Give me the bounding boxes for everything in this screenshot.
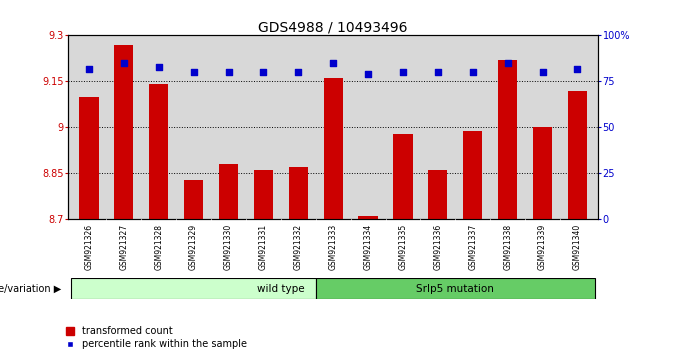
Bar xyxy=(498,60,517,219)
Bar xyxy=(533,127,552,219)
Text: GSM921335: GSM921335 xyxy=(398,224,407,270)
Bar xyxy=(219,164,238,219)
Text: GSM921329: GSM921329 xyxy=(189,224,198,270)
Text: Srlp5 mutation: Srlp5 mutation xyxy=(416,284,494,293)
Point xyxy=(153,64,164,69)
Bar xyxy=(71,278,316,299)
Point xyxy=(258,69,269,75)
Text: GSM921337: GSM921337 xyxy=(469,224,477,270)
Bar xyxy=(254,170,273,219)
Bar xyxy=(358,216,377,219)
Point xyxy=(432,69,443,75)
Text: GSM921326: GSM921326 xyxy=(84,224,93,270)
Text: GSM921339: GSM921339 xyxy=(538,224,547,270)
Point xyxy=(188,69,199,75)
Text: GSM921331: GSM921331 xyxy=(259,224,268,270)
Point xyxy=(118,60,129,66)
Bar xyxy=(289,167,308,219)
Bar xyxy=(149,85,169,219)
Text: GSM921338: GSM921338 xyxy=(503,224,512,270)
Text: GSM921328: GSM921328 xyxy=(154,224,163,270)
Text: GSM921336: GSM921336 xyxy=(433,224,443,270)
Point xyxy=(572,66,583,72)
Title: GDS4988 / 10493496: GDS4988 / 10493496 xyxy=(258,20,408,34)
Point xyxy=(503,60,513,66)
Text: GSM921334: GSM921334 xyxy=(364,224,373,270)
Point xyxy=(84,66,95,72)
Bar xyxy=(316,278,595,299)
Bar xyxy=(114,45,133,219)
Text: genotype/variation ▶: genotype/variation ▶ xyxy=(0,284,61,293)
Text: GSM921340: GSM921340 xyxy=(573,224,582,270)
Text: GSM921332: GSM921332 xyxy=(294,224,303,270)
Bar xyxy=(394,133,413,219)
Bar xyxy=(80,97,99,219)
Bar xyxy=(184,179,203,219)
Bar xyxy=(568,91,587,219)
Text: GSM921333: GSM921333 xyxy=(328,224,338,270)
Bar xyxy=(324,78,343,219)
Point xyxy=(398,69,409,75)
Bar xyxy=(428,170,447,219)
Point xyxy=(328,60,339,66)
Point xyxy=(537,69,548,75)
Point xyxy=(362,71,373,77)
Point xyxy=(223,69,234,75)
Bar xyxy=(463,131,482,219)
Text: GSM921330: GSM921330 xyxy=(224,224,233,270)
Text: wild type: wild type xyxy=(257,284,305,293)
Point xyxy=(293,69,304,75)
Point xyxy=(467,69,478,75)
Legend: transformed count, percentile rank within the sample: transformed count, percentile rank withi… xyxy=(66,326,247,349)
Text: GSM921327: GSM921327 xyxy=(119,224,129,270)
